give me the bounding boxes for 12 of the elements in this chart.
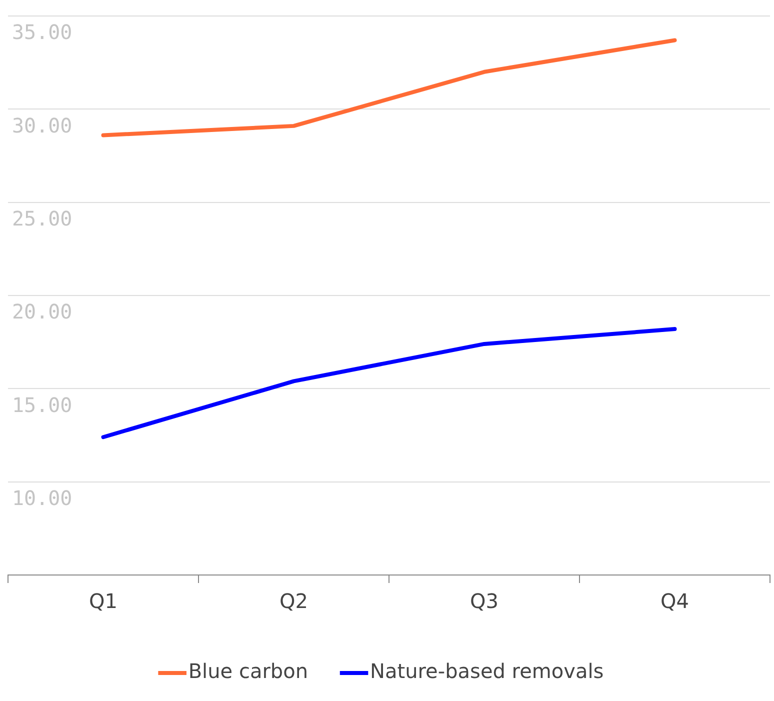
y-tick-label: 15.00	[12, 392, 72, 417]
y-tick-label: 25.00	[12, 206, 72, 231]
y-tick-label: 20.00	[12, 300, 72, 324]
y-tick-label: 30.00	[12, 113, 72, 138]
x-tick-label: Q4	[660, 589, 689, 614]
y-tick-label: 35.00	[12, 20, 72, 44]
legend-label: Nature-based removals	[370, 659, 604, 684]
x-tick-label: Q3	[470, 589, 498, 614]
y-tick-label: 10.00	[12, 486, 72, 510]
x-tick-label: Q2	[280, 589, 308, 614]
x-tick-label: Q1	[89, 589, 118, 614]
legend-label: Blue carbon	[188, 659, 308, 684]
